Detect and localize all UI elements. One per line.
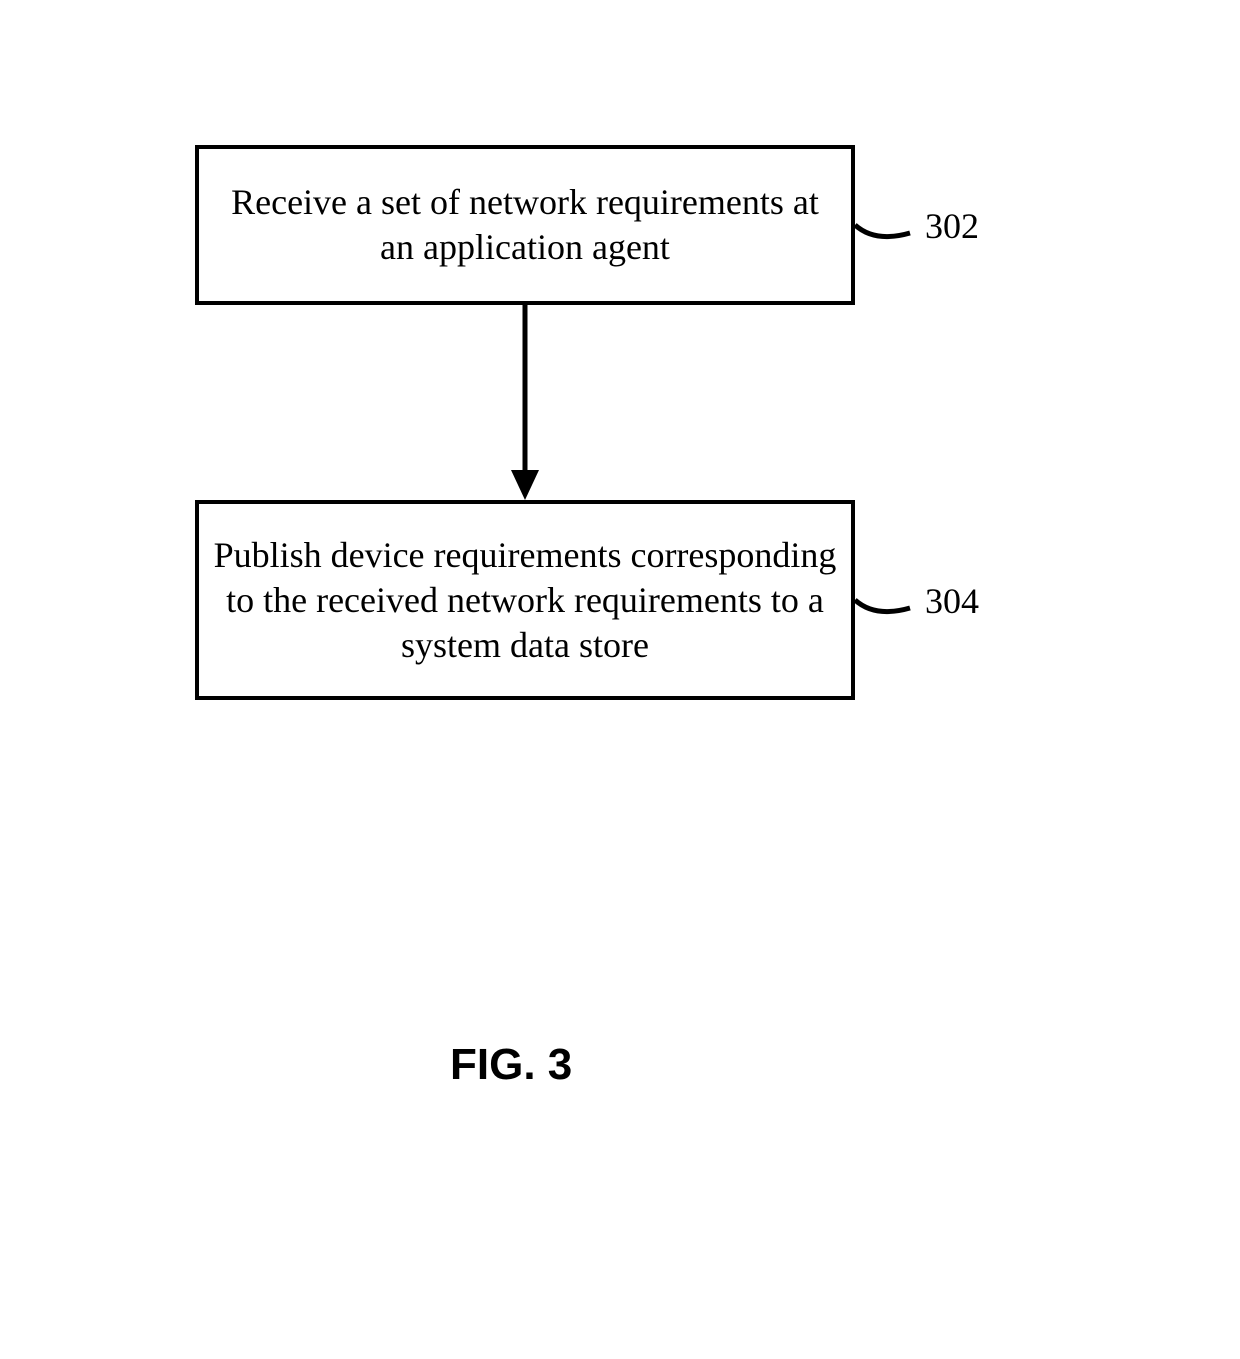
flow-step-304-text: Publish device requirements correspondin… xyxy=(213,533,837,668)
flow-step-302-text: Receive a set of network requirements at… xyxy=(213,180,837,270)
figure-caption: FIG. 3 xyxy=(450,1040,572,1090)
ref-connector-302 xyxy=(855,225,910,237)
ref-connector-304 xyxy=(855,600,910,612)
flow-step-302: Receive a set of network requirements at… xyxy=(195,145,855,305)
ref-label-302: 302 xyxy=(925,205,979,247)
ref-label-304: 304 xyxy=(925,580,979,622)
figure-canvas: Receive a set of network requirements at… xyxy=(0,0,1240,1359)
arrow-head-icon xyxy=(511,470,539,500)
flow-step-304: Publish device requirements correspondin… xyxy=(195,500,855,700)
